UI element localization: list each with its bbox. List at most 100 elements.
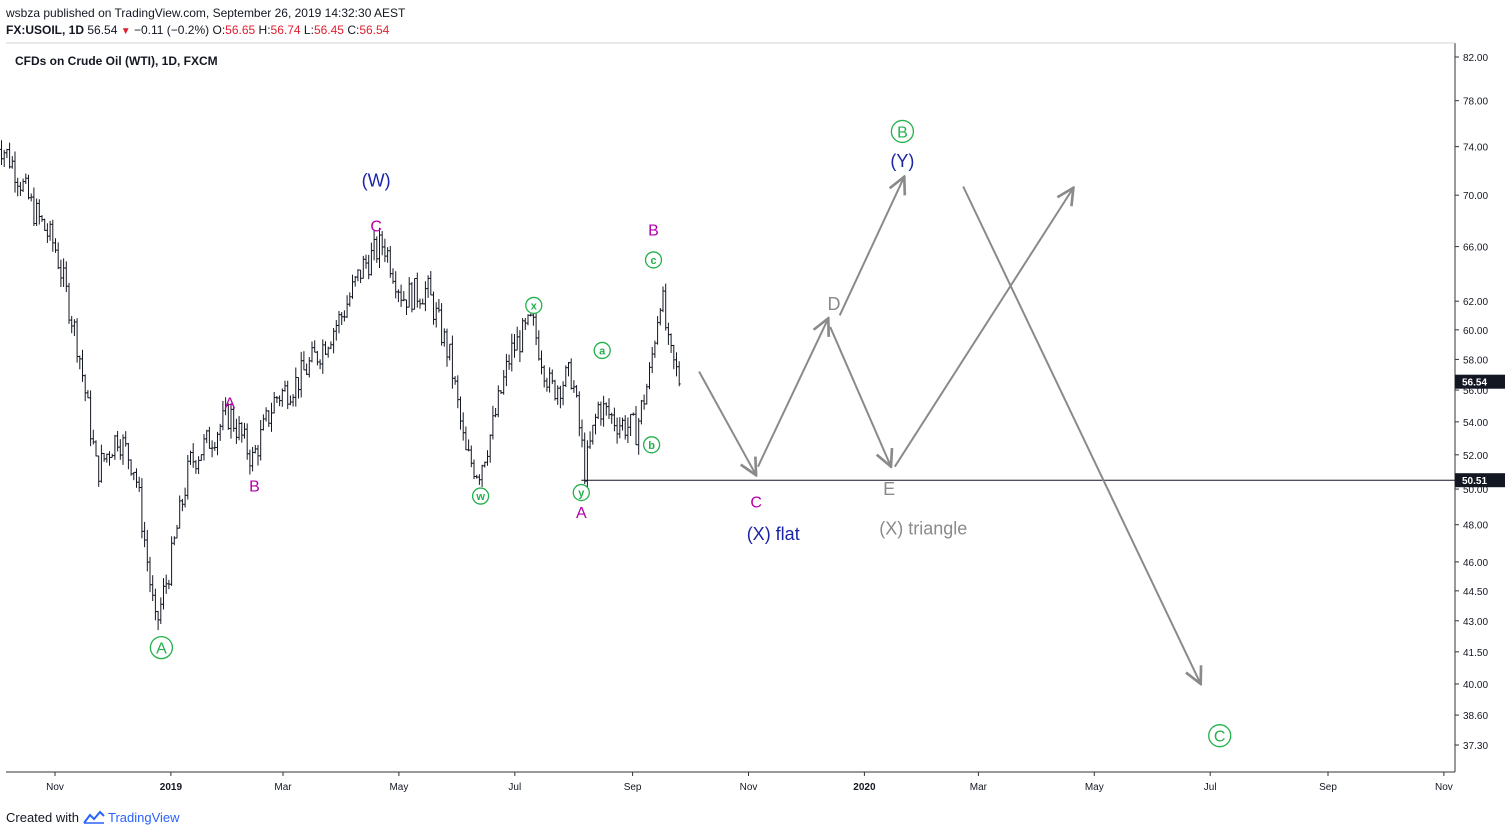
ohlc-bar [513, 334, 516, 358]
ohlc-bar [91, 429, 95, 445]
wave-label-w: (W) [362, 170, 391, 190]
y-tick-label: 37.30 [1463, 741, 1488, 752]
wave-label-b: B [648, 223, 659, 240]
ohlc-bar [375, 236, 379, 263]
projection-arrow[interactable] [829, 326, 891, 467]
publisher-name[interactable]: wsbza [6, 6, 41, 20]
ohlc-bar [329, 341, 333, 350]
wave-label-e: E [883, 479, 895, 499]
projection-arrow[interactable] [893, 188, 1074, 468]
ohlc-bar [367, 254, 371, 280]
ohlc-bar [518, 330, 522, 363]
ohlc-bar [197, 456, 201, 475]
ohlc-bar [410, 282, 414, 313]
y-tick-label: 52.00 [1463, 451, 1488, 462]
ohlc-bar [135, 468, 138, 488]
ohlc-bar [480, 464, 484, 487]
ohlc-bar [591, 424, 595, 445]
ohlc-bar [191, 443, 195, 468]
ohlc-bar [626, 417, 630, 443]
x-tick-label: May [1085, 782, 1104, 793]
x-tick-label: Nov [740, 782, 758, 793]
ohlc-bar [218, 423, 222, 441]
projection-arrow[interactable] [757, 318, 828, 468]
wave-label-w-circle [471, 487, 490, 505]
ohlc-bar [256, 444, 260, 466]
price-axis[interactable] [1455, 43, 1507, 772]
ohlc-bar [583, 432, 587, 484]
wave-label-c-circle [644, 251, 663, 269]
ohlc-bar [89, 390, 93, 447]
ohlc-bar [550, 369, 554, 385]
ohlc-bar [148, 556, 152, 593]
wave-label-x: x [531, 300, 538, 312]
ohlc-bar [461, 412, 465, 441]
ohlc-bar [16, 177, 20, 197]
ohlc-bar [359, 269, 363, 284]
ohlc-bar [642, 394, 646, 410]
ohlc-bar [577, 391, 581, 437]
wave-label-a: A [224, 396, 235, 413]
ohlc-bar [167, 579, 171, 590]
ohlc-bar [283, 380, 287, 392]
ohlc-bar [529, 313, 533, 317]
ohlc-bar [653, 340, 657, 358]
ohlc-bar [345, 295, 349, 319]
ohlc-bar [129, 459, 133, 476]
projection-arrow[interactable] [698, 371, 756, 476]
symbol-code: FX:USOIL, 1D [6, 23, 85, 37]
last-price: 56.54 [87, 23, 118, 37]
ohlc-bar [156, 610, 160, 631]
ohlc-bar [27, 174, 30, 200]
wave-label-b: b [648, 440, 655, 452]
ohlc-bar [407, 277, 411, 308]
ohlc-bar [110, 453, 114, 458]
wave-label-a-circle [593, 341, 611, 360]
projection-arrow[interactable] [838, 177, 905, 316]
wave-label-y: y [578, 488, 585, 500]
x-tick-label: Jul [508, 782, 521, 793]
ohlc-bar [650, 346, 654, 374]
ohlc-bar [210, 440, 214, 458]
ohlc-bar [545, 377, 549, 392]
ohlc-bar [332, 327, 336, 354]
publish-header: wsbza published on TradingView.com, Sept… [6, 6, 405, 20]
y-tick-label: 58.00 [1463, 355, 1488, 366]
ohlc-bar [178, 495, 182, 529]
x-tick-label: Sep [624, 782, 642, 793]
ohlc-bar [0, 140, 3, 165]
ohlc-bar [623, 415, 627, 440]
wave-label-d: D [828, 294, 841, 314]
tradingview-brand[interactable]: TradingView [108, 810, 180, 825]
projection-arrow[interactable] [962, 186, 1200, 684]
ohlc-bar [423, 281, 427, 312]
ohlc-bar [45, 223, 49, 243]
ohlc-bar [534, 311, 538, 346]
ohlc-bar [405, 299, 408, 316]
ohlc-bar [83, 374, 87, 402]
y-tick-label: 40.00 [1463, 680, 1488, 691]
ohlc-bar [631, 412, 635, 416]
ohlc-bar [386, 247, 390, 263]
ohlc-bar [132, 471, 136, 481]
wave-label-x-flat: (X) flat [747, 524, 800, 544]
x-tick-label: 2020 [853, 782, 876, 793]
ohlc-bar [340, 312, 344, 326]
last-price-tag: 56.54 [1462, 378, 1487, 389]
ohlc-bar [388, 246, 392, 278]
wave-label-c: C [370, 219, 382, 236]
ohlc-bar [48, 220, 52, 241]
ohlc-bar [537, 330, 541, 361]
ohlc-bar [253, 444, 257, 454]
ohlc-bar [510, 333, 514, 372]
ohlc-bar [553, 379, 557, 401]
ohlc-bar [164, 574, 168, 594]
ohlc-bar [672, 344, 676, 370]
ohlc-bar [399, 284, 403, 307]
ohlc-bar [450, 335, 454, 389]
ohlc-bar [75, 318, 79, 363]
ohlc-bar [585, 440, 589, 492]
ohlc-bar [448, 343, 452, 361]
ohlc-bar [467, 439, 471, 452]
